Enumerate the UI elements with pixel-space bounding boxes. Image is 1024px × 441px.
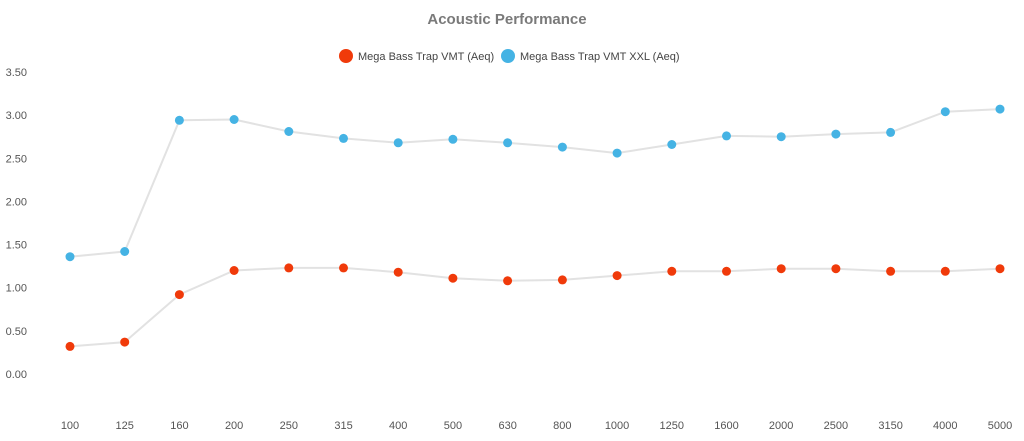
data-point[interactable] — [339, 263, 348, 273]
series-line-0 — [69, 266, 1001, 348]
y-tick-label: 0.00 — [6, 369, 27, 381]
series-points — [65, 104, 1005, 351]
data-point[interactable] — [65, 341, 75, 351]
chart-title: Acoustic Performance — [427, 11, 586, 28]
legend-marker-vmt — [339, 49, 353, 63]
x-tick-label: 4000 — [933, 420, 957, 432]
legend-marker-vmt-xxl — [501, 49, 515, 63]
data-point[interactable] — [667, 140, 677, 149]
data-point[interactable] — [503, 138, 513, 148]
data-point[interactable] — [831, 264, 841, 274]
data-point[interactable] — [886, 127, 896, 137]
data-point[interactable] — [667, 266, 677, 276]
legend: Mega Bass Trap VMT (Aeq) Mega Bass Trap … — [339, 49, 680, 63]
legend-item-vmt[interactable]: Mega Bass Trap VMT (Aeq) — [339, 49, 494, 63]
data-point[interactable] — [284, 127, 294, 136]
legend-label-vmt-xxl: Mega Bass Trap VMT XXL (Aeq) — [520, 51, 680, 63]
x-tick-label: 1250 — [660, 420, 684, 432]
data-point[interactable] — [995, 104, 1005, 114]
x-tick-label: 160 — [170, 420, 188, 432]
legend-item-vmt-xxl[interactable]: Mega Bass Trap VMT XXL (Aeq) — [501, 49, 680, 63]
y-tick-label: 1.50 — [6, 240, 27, 252]
x-tick-label: 3150 — [878, 420, 902, 432]
series-lines — [69, 108, 1001, 348]
legend-label-vmt: Mega Bass Trap VMT (Aeq) — [358, 51, 494, 63]
x-tick-label: 400 — [389, 420, 407, 432]
data-point[interactable] — [448, 273, 458, 283]
x-tick-label: 5000 — [988, 420, 1012, 432]
x-tick-label: 100 — [61, 420, 79, 432]
data-point[interactable] — [120, 337, 130, 347]
data-point[interactable] — [557, 275, 567, 285]
y-tick-label: 3.50 — [6, 67, 27, 79]
data-point[interactable] — [886, 266, 896, 276]
x-tick-label: 2000 — [769, 420, 793, 432]
x-tick-label: 500 — [444, 420, 462, 432]
data-point[interactable] — [995, 264, 1005, 274]
data-point[interactable] — [940, 266, 950, 276]
data-point[interactable] — [831, 129, 841, 139]
x-tick-label: 800 — [553, 420, 571, 432]
x-tick-label: 125 — [116, 420, 134, 432]
x-tick-label: 1600 — [714, 420, 738, 432]
data-point[interactable] — [776, 264, 786, 274]
y-tick-label: 2.50 — [6, 153, 27, 165]
data-point[interactable] — [612, 148, 622, 158]
series-line-1 — [69, 108, 1001, 258]
data-point[interactable] — [393, 267, 403, 277]
data-point[interactable] — [65, 252, 75, 262]
y-axis: 0.00 0.50 1.00 1.50 2.00 2.50 3.00 3.50 — [6, 67, 27, 381]
x-tick-label: 2500 — [824, 420, 848, 432]
y-tick-label: 0.50 — [6, 326, 27, 338]
data-point[interactable] — [339, 133, 348, 143]
data-point[interactable] — [557, 142, 567, 152]
x-axis: 100 125 160 200 250 315 400 500 630 800 1000 1250 16… — [61, 420, 1012, 432]
data-point[interactable] — [120, 247, 130, 256]
data-point[interactable] — [612, 271, 622, 281]
data-point[interactable] — [284, 263, 294, 273]
data-point[interactable] — [229, 115, 239, 124]
x-tick-label: 315 — [334, 420, 352, 432]
y-tick-label: 2.00 — [6, 196, 27, 208]
data-point[interactable] — [503, 276, 513, 286]
data-point[interactable] — [174, 115, 184, 125]
data-point[interactable] — [940, 107, 950, 117]
data-point[interactable] — [722, 131, 731, 141]
data-point[interactable] — [393, 138, 403, 148]
data-point[interactable] — [229, 266, 239, 275]
data-point[interactable] — [776, 132, 786, 142]
x-tick-label: 1000 — [605, 420, 629, 432]
y-tick-label: 3.00 — [6, 110, 27, 122]
y-tick-label: 1.00 — [6, 283, 27, 295]
x-tick-label: 200 — [225, 420, 243, 432]
data-point[interactable] — [722, 266, 731, 276]
data-point[interactable] — [174, 290, 184, 300]
x-tick-label: 630 — [498, 420, 516, 432]
data-point[interactable] — [448, 134, 458, 144]
x-tick-label: 250 — [280, 420, 298, 432]
